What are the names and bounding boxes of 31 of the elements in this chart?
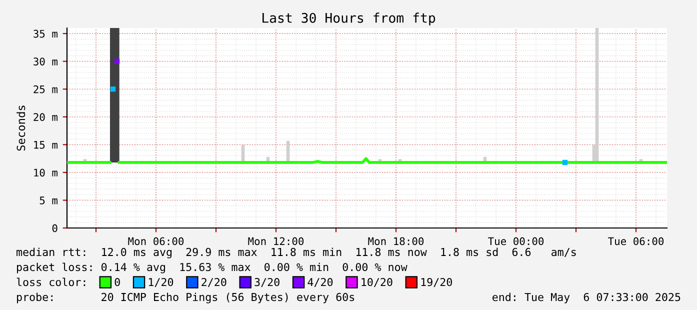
legend-label: 2/20 <box>202 278 226 288</box>
legend-label: 1/20 <box>148 278 174 288</box>
legend-label: 10/20 <box>362 278 392 288</box>
legend-title: loss color: <box>16 278 86 286</box>
x-tick-label: Mon 06:00 <box>128 237 184 246</box>
text: probe: 20 ICMP Echo Pings (56 Bytes) every 60s <box>17 292 354 304</box>
y-tick-label: 0 <box>52 224 58 232</box>
x-tick-label: Tue 00:00 <box>488 237 544 246</box>
text: packet loss: 0.14 % avg 15.63 % max 0.00 % min 0.00 % now <box>17 262 408 274</box>
y-tick-label: 15 m <box>34 141 58 149</box>
x-tick-label: Mon 12:00 <box>248 237 304 246</box>
text: end: Tue May 6 07:33:00 2025 <box>492 292 680 304</box>
y-tick-label: 35 m <box>34 30 58 38</box>
legend-label: 0 <box>114 278 120 286</box>
y-tick-label: 30 m <box>34 58 58 66</box>
y-tick-label: 25 m <box>34 85 58 94</box>
point <box>562 160 568 166</box>
legend-label: 4/20 <box>308 278 333 288</box>
y-tick-label: 20 m <box>34 113 58 122</box>
y-tick-label: 10 m <box>34 168 58 177</box>
x-tick-label: Tue 06:00 <box>608 237 664 246</box>
text: median rtt: 12.0 ms avg 29.9 ms max 11.8 ms min 11.8 ms now 1.8 ms sd 6.6 am/s <box>16 248 576 258</box>
y-axis-title: Seconds <box>16 106 26 151</box>
bar <box>116 28 120 162</box>
legend-label: 3/20 <box>254 278 280 288</box>
x-tick-label: Mon 18:00 <box>368 237 424 246</box>
y-tick-label: 5 m <box>40 196 58 204</box>
point <box>110 86 116 92</box>
legend-label: 19/20 <box>421 278 452 288</box>
chart-title: Last 30 Hours from ftp <box>262 12 436 26</box>
point <box>114 58 120 64</box>
